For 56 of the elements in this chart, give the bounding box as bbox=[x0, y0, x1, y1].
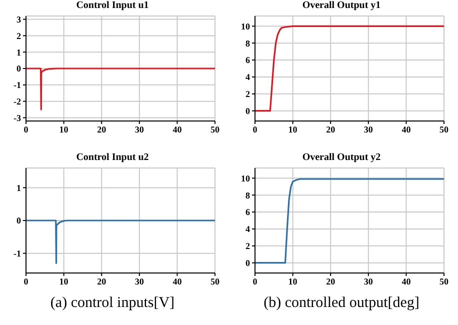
y-tick-label: 0 bbox=[16, 216, 22, 226]
x-tick-label: 30 bbox=[364, 124, 374, 134]
line-series bbox=[255, 178, 444, 264]
x-tick-label: 20 bbox=[97, 276, 107, 286]
y-tick-label: 4 bbox=[246, 224, 250, 234]
x-tick-label: 30 bbox=[364, 276, 374, 286]
text: (b) controlled output[deg] bbox=[262, 295, 420, 312]
y-tick-label: 8 bbox=[246, 190, 250, 200]
y-tick-label: 4 bbox=[246, 72, 250, 82]
x-tick-label: 50 bbox=[210, 276, 220, 286]
chart-title: Control Input u1 bbox=[75, 0, 150, 12]
y-tick-label: 0 bbox=[246, 106, 250, 116]
x-tick-label: 20 bbox=[326, 276, 336, 286]
y-tick-label: 6 bbox=[246, 55, 250, 66]
line-series bbox=[255, 25, 444, 112]
x-tick-label: 20 bbox=[326, 124, 336, 134]
y-tick-label: 2 bbox=[246, 241, 250, 252]
y-tick-label: 10 bbox=[241, 173, 250, 184]
x-tick-label: 0 bbox=[24, 276, 29, 286]
x-tick-label: 50 bbox=[440, 276, 449, 286]
y-tick-label: -1 bbox=[14, 248, 22, 259]
y-tick-label: 2 bbox=[16, 30, 22, 41]
line-series bbox=[26, 220, 215, 264]
y-tick-label: 6 bbox=[246, 207, 250, 218]
x-tick-label: 10 bbox=[59, 276, 69, 286]
text: (a) control inputs[V] bbox=[49, 295, 176, 312]
chart-title: Control Input u2 bbox=[75, 152, 150, 164]
y-tick-label: 2 bbox=[246, 89, 250, 100]
y-tick-label: 1 bbox=[16, 47, 22, 58]
x-tick-label: 10 bbox=[288, 124, 298, 134]
y-tick-label: 0 bbox=[16, 64, 22, 74]
y-tick-label: 8 bbox=[246, 38, 250, 48]
y-tick-label: -3 bbox=[14, 112, 22, 123]
x-tick-label: 10 bbox=[288, 276, 298, 286]
x-tick-label: 0 bbox=[252, 124, 258, 134]
y-tick-label: 1 bbox=[16, 182, 22, 193]
y-tick-label: -2 bbox=[14, 96, 22, 107]
y-tick-label: 10 bbox=[241, 21, 250, 32]
chart-title: Overall Output y2 bbox=[301, 152, 382, 164]
x-tick-label: 50 bbox=[440, 124, 449, 134]
x-tick-label: 20 bbox=[97, 124, 107, 134]
y-tick-label: 0 bbox=[246, 258, 250, 268]
x-tick-label: 0 bbox=[252, 276, 258, 286]
x-tick-label: 40 bbox=[402, 124, 412, 134]
x-tick-label: 50 bbox=[210, 124, 220, 134]
x-tick-label: 0 bbox=[24, 124, 29, 134]
y-tick-label: -1 bbox=[14, 80, 22, 90]
x-tick-label: 30 bbox=[134, 124, 144, 134]
x-tick-label: 30 bbox=[134, 276, 144, 286]
line-series bbox=[26, 68, 215, 110]
x-tick-label: 40 bbox=[172, 124, 182, 134]
x-tick-label: 40 bbox=[402, 276, 412, 286]
x-tick-label: 40 bbox=[172, 276, 182, 286]
x-tick-label: 10 bbox=[59, 124, 69, 134]
y-tick-label: 3 bbox=[16, 14, 22, 24]
chart-title: Overall Output y1 bbox=[301, 0, 382, 12]
